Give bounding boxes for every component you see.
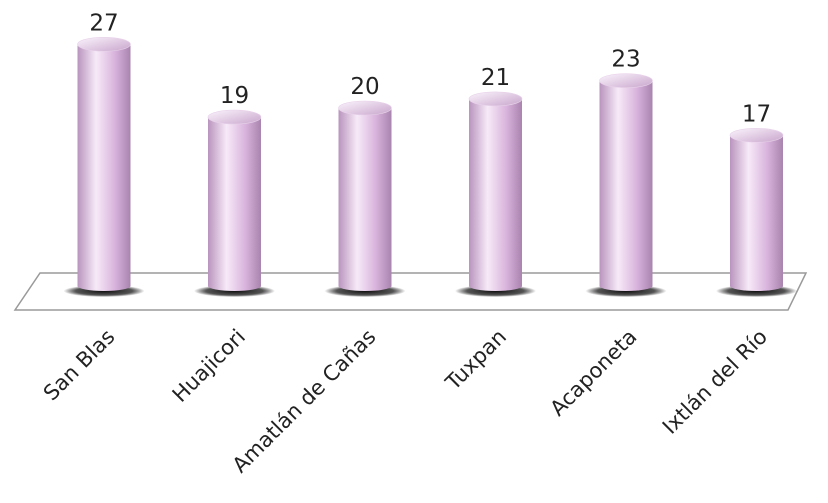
bar-amatl-n-de-ca-as <box>338 108 392 291</box>
category-label: Amatlán de Cañas <box>228 325 381 478</box>
bar-top-cap <box>729 128 784 143</box>
bar-top-cap <box>338 100 392 116</box>
category-label: Tuxpan <box>440 325 511 396</box>
bar-ixtl-n-del-r-o <box>730 135 783 291</box>
category-label: Acaponeta <box>545 325 641 421</box>
data-label: 17 <box>742 101 771 127</box>
bar-top-cap <box>468 91 523 107</box>
data-label: 21 <box>481 65 510 91</box>
bar-top-cap <box>599 73 653 88</box>
bar-top-cap <box>207 109 262 125</box>
bar-tuxpan <box>469 98 522 292</box>
category-label: Huajicori <box>168 325 250 407</box>
data-label: 23 <box>611 47 640 73</box>
category-label: Ixtlán del Río <box>658 325 772 439</box>
bar-huajicori <box>208 117 261 291</box>
data-label: 19 <box>220 83 249 109</box>
bar-san-blas <box>77 44 131 291</box>
bar-acaponeta <box>599 80 653 291</box>
data-label: 20 <box>350 74 379 100</box>
bar-top-cap <box>77 36 131 52</box>
data-label: 27 <box>89 10 118 36</box>
category-label: San Blas <box>39 325 120 406</box>
